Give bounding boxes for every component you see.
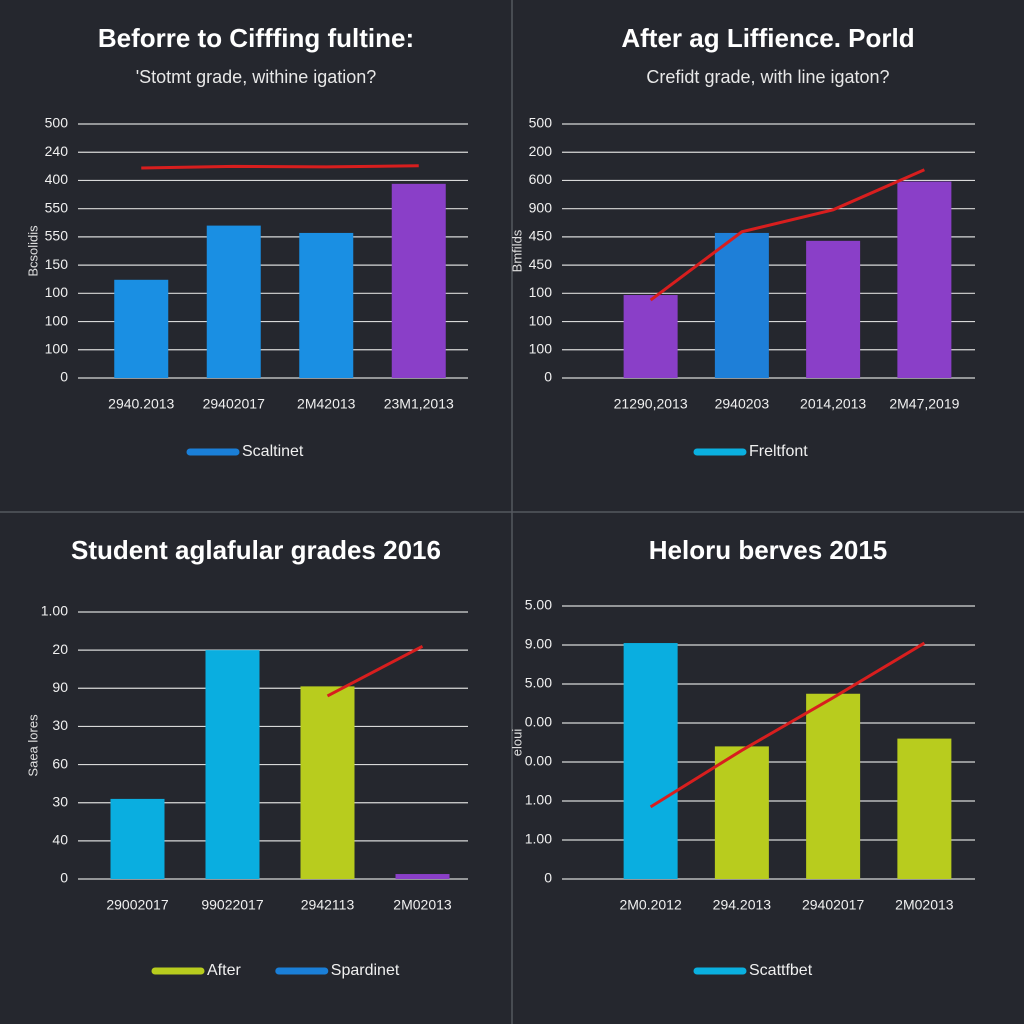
y-tick-label: 1.00 [525,792,552,808]
y-tick-label: 30 [52,717,68,733]
x-tick-label: 29002017 [106,897,169,913]
bar [299,232,354,378]
y-tick-label: 500 [45,115,69,131]
y-axis-label: Bcsolidis [25,225,40,277]
y-tick-label: 100 [45,284,69,300]
y-tick-label: 550 [45,199,69,215]
trend-line [141,164,419,170]
y-tick-label: 90 [52,679,68,695]
bar [300,686,355,879]
y-tick-label: 0 [60,870,68,886]
y-tick-label: 550 [45,228,69,244]
y-tick-label: 1.00 [41,603,68,619]
bar [623,643,678,879]
y-axis-label: eloui [509,729,524,757]
y-tick-label: 100 [529,340,553,356]
x-tick-label: 2M02013 [393,897,452,913]
bar [714,746,769,879]
y-tick-label: 1.00 [525,831,552,847]
bar [897,181,952,378]
y-tick-label: 0 [544,870,552,886]
bar [205,650,260,879]
x-tick-label: 2M42013 [297,396,356,412]
y-tick-label: 40 [52,832,68,848]
y-tick-label: 200 [529,143,553,159]
bar [114,279,169,378]
chart-title: Beforre to Cifffing fultine: [98,23,414,53]
y-tick-label: 100 [45,312,69,328]
chart-panel: Heloru berves 2015 eloui 0 1.00 1.00 0.00 0.00… [509,535,975,979]
chart-subtitle: Crefidt grade, with line igaton? [646,67,889,87]
trend-line [326,644,424,698]
y-tick-label: 0.00 [525,753,552,769]
bar [110,798,165,879]
x-tick-label: 21290,2013 [614,396,688,412]
x-tick-label: 99022017 [201,897,264,913]
legend-label: Scaltinet [242,443,304,460]
y-tick-label: 60 [52,755,68,771]
y-tick-label: 9.00 [525,636,552,652]
x-tick-label: 2942113 [301,897,355,913]
y-axis-label: Bmfilds [509,229,524,272]
y-tick-label: 600 [529,171,553,187]
x-tick-label: 23M1,2013 [384,396,454,412]
chart-subtitle: 'Stotmt grade, withine igation? [136,67,377,87]
chart-title: Heloru berves 2015 [649,535,887,565]
bar [206,225,261,378]
y-tick-label: 0 [544,369,552,385]
bar [714,232,769,378]
legend-label: Freltfont [749,443,808,460]
trend-line [649,168,925,302]
x-tick-label: 294.2013 [713,897,772,913]
bar [806,240,861,378]
y-tick-label: 400 [45,171,69,187]
bar [806,693,861,879]
x-tick-label: 2940.2013 [108,396,174,412]
y-tick-label: 0 [60,369,68,385]
y-tick-label: 30 [52,793,68,809]
x-tick-label: 2940203 [715,396,770,412]
y-tick-label: 240 [45,143,69,159]
y-tick-label: 450 [529,228,553,244]
x-tick-label: 2M0.2012 [619,897,681,913]
bar [395,874,450,879]
legend-label: After [207,962,241,979]
bar [391,183,446,378]
bar [897,738,952,879]
y-tick-label: 5.00 [525,675,552,691]
chart-panel: After ag Liffience. Porld Crefidt grade, … [509,23,975,460]
y-tick-label: 5.00 [525,597,552,613]
x-tick-label: 29402017 [203,396,266,412]
x-tick-label: 29402017 [802,897,865,913]
y-tick-label: 500 [529,115,553,131]
chart-panel: Beforre to Cifffing fultine: 'Stotmt grad… [25,23,468,460]
trend-line [649,641,926,809]
chart-title: After ag Liffience. Porld [621,23,914,53]
chart-title: Student aglafular grades 2016 [71,535,441,565]
y-tick-label: 20 [52,641,68,657]
x-tick-label: 2M02013 [895,897,954,913]
y-axis-label: Saea lores [25,714,40,777]
legend-label: Spardinet [331,962,400,979]
y-tick-label: 450 [529,256,553,272]
x-tick-label: 2014,2013 [800,396,866,412]
y-tick-label: 0.00 [525,714,552,730]
chart-panel: Student aglafular grades 2016 Saea lores 0… [25,535,468,979]
y-tick-label: 100 [529,312,553,328]
y-tick-label: 100 [45,340,69,356]
y-tick-label: 150 [45,256,69,272]
bar [623,295,678,378]
y-tick-label: 900 [529,199,553,215]
y-tick-label: 100 [529,284,553,300]
legend-label: Scattfbet [749,962,813,979]
x-tick-label: 2M47,2019 [889,396,959,412]
